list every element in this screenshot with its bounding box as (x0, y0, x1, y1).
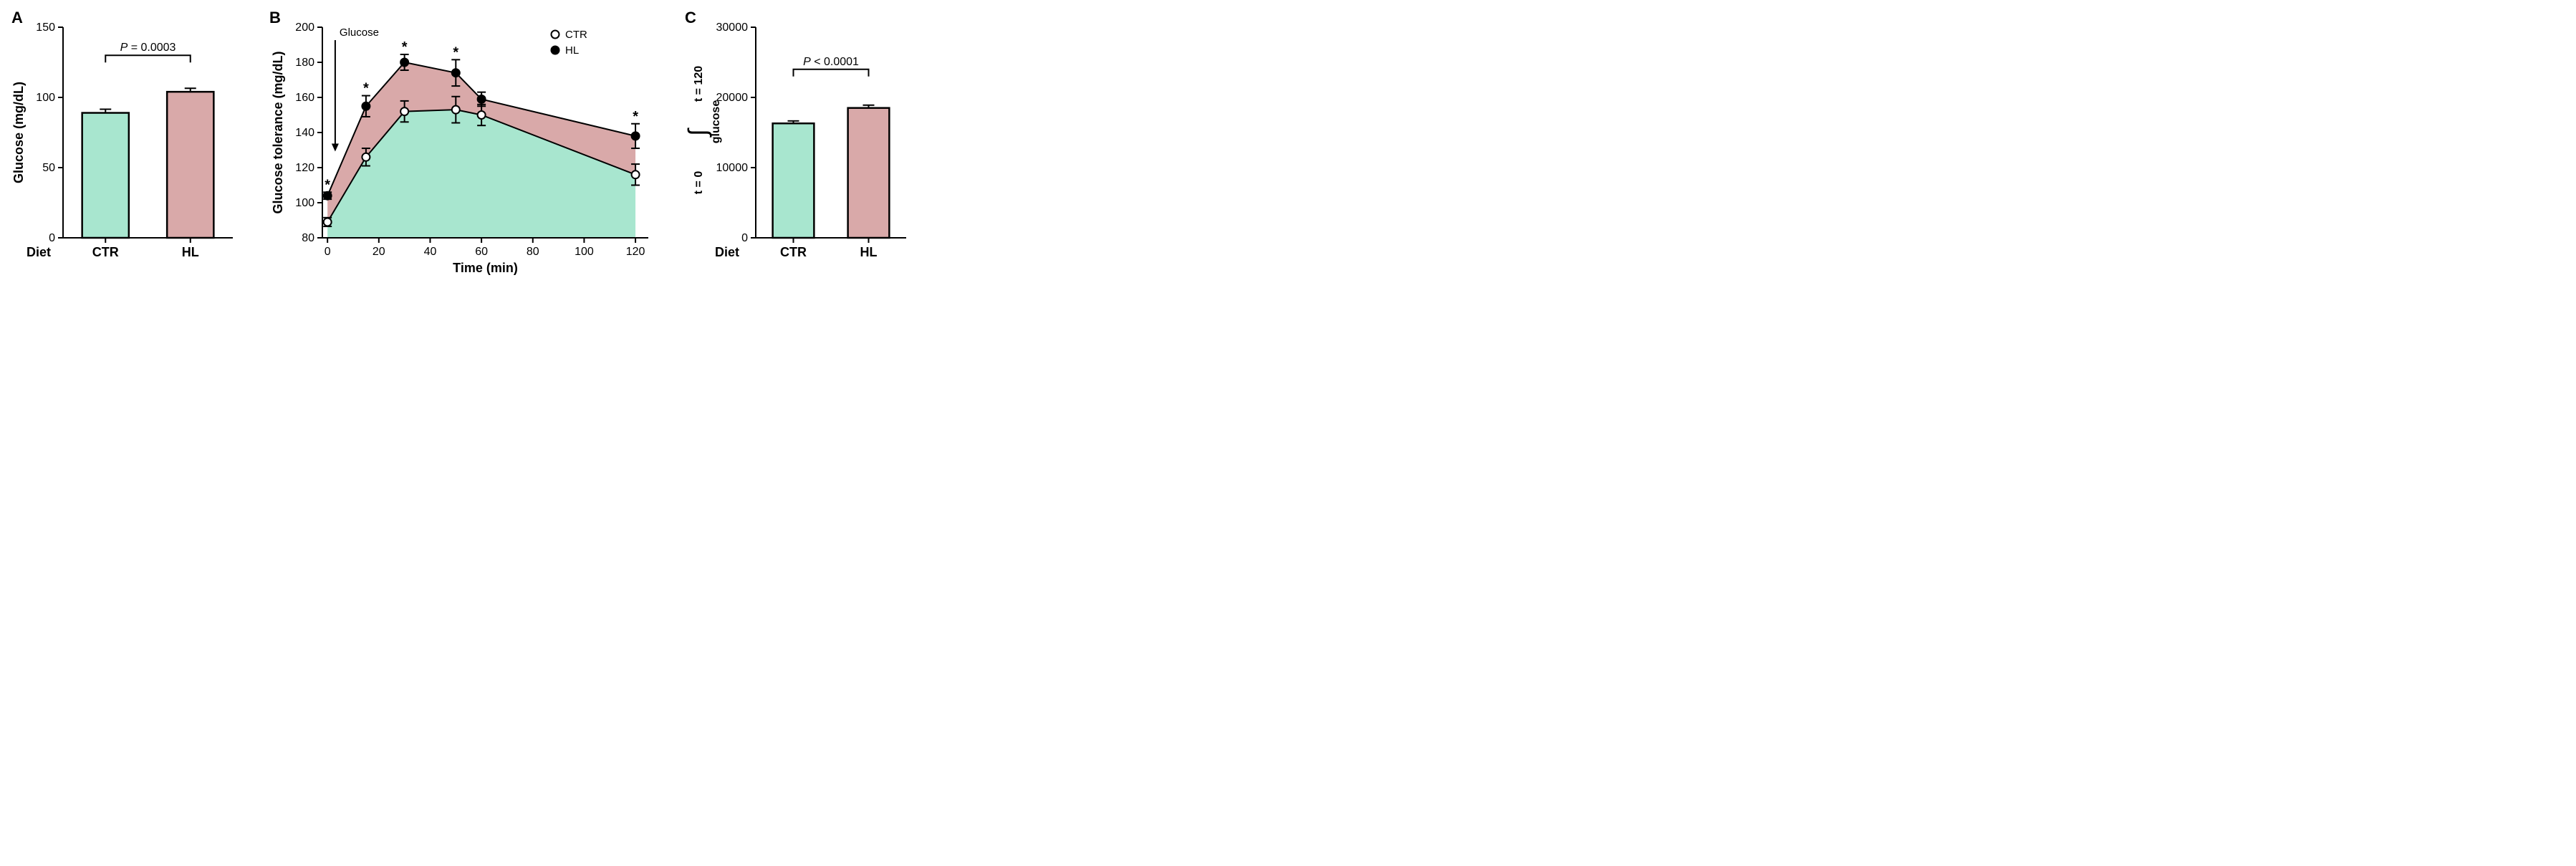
marker (478, 111, 486, 119)
x-tick-label: 100 (575, 246, 594, 258)
legend-ctr: CTR (565, 29, 587, 41)
p-value: P < 0.0001 (803, 56, 859, 68)
panel-c: C0100002000030000t = 0∫t = 120glucoseCTR… (681, 7, 917, 279)
y-tick-label: 120 (295, 162, 314, 174)
legend-marker-ctr (552, 31, 559, 39)
x-tick-label: 0 (325, 246, 331, 258)
marker (452, 106, 460, 114)
x-axis-label: Diet (27, 245, 51, 259)
chart-a-svg: A 0 50 100 150 Glucose (mg/dL) CTR HL Diet P = 0.… (7, 7, 244, 279)
glucose-label: Glucose (340, 27, 379, 39)
y-tick-label: 80 (302, 232, 314, 244)
y-tick-label: 50 (42, 162, 55, 174)
marker (324, 192, 332, 200)
sig-star: * (633, 109, 638, 125)
chart-c-svg: C0100002000030000t = 0∫t = 120glucoseCTR… (681, 7, 917, 279)
marker (632, 132, 640, 140)
category-label: CTR (92, 245, 119, 259)
y-tick-label: 30000 (716, 21, 749, 34)
svg-text:∫: ∫ (683, 128, 712, 138)
panel-label: C (685, 9, 696, 27)
y-tick-label: 10000 (716, 162, 749, 174)
marker (324, 218, 332, 226)
arrow-head (332, 144, 339, 152)
x-axis-label: Diet (715, 245, 739, 259)
marker (478, 95, 486, 103)
y-tick-label: 180 (295, 57, 314, 69)
panel-b: B 80 100 120 140 160 180 200 0 20 40 60 80 100 120 Gluc… (265, 7, 659, 279)
panel-label: B (269, 9, 281, 27)
y-axis-label: Glucose (mg/dL) (11, 82, 26, 183)
marker (632, 170, 640, 178)
category-label: HL (182, 245, 199, 259)
p-value: P = 0.0003 (120, 42, 176, 54)
y-tick-label: 0 (741, 232, 748, 244)
svg-text:glucose: glucose (710, 100, 722, 144)
y-axis-label: Glucose tolerance (mg/dL) (271, 51, 285, 213)
x-axis-label: Time (min) (453, 261, 518, 275)
svg-text:t = 120: t = 120 (693, 66, 705, 102)
y-axis-label: t = 0 ∫ t = 120 glucose (683, 66, 722, 194)
y-tick-label: 100 (36, 92, 55, 104)
sig-star: * (453, 44, 458, 60)
bar (848, 108, 890, 238)
marker (400, 107, 408, 115)
marker (452, 69, 460, 77)
y-tick-label: 0 (49, 232, 55, 244)
bar (82, 113, 129, 238)
y-tick-label: 100 (295, 197, 314, 209)
x-tick-label: 80 (527, 246, 539, 258)
x-tick-label: 120 (626, 246, 645, 258)
marker (400, 59, 408, 67)
sig-star: * (363, 81, 369, 97)
marker (362, 153, 370, 161)
x-tick-label: 40 (424, 246, 437, 258)
bar (773, 123, 814, 238)
svg-text:t = 0: t = 0 (693, 171, 705, 195)
sig-star: * (325, 177, 330, 193)
bar (167, 92, 213, 238)
category-label: HL (860, 245, 878, 259)
panel-label: A (11, 9, 23, 27)
y-tick-label: 140 (295, 127, 314, 139)
y-tick-label: 200 (295, 21, 314, 34)
legend-marker-hl (552, 47, 559, 54)
x-tick-label: 20 (373, 246, 385, 258)
legend-hl: HL (565, 44, 579, 57)
marker (362, 102, 370, 110)
y-tick-label: 160 (295, 92, 314, 104)
x-tick-label: 60 (475, 246, 488, 258)
panel-a: A 0 50 100 150 Glucose (mg/dL) CTR HL Diet P = 0.… (7, 7, 244, 279)
category-label: CTR (780, 245, 807, 259)
y-tick-label: 150 (36, 21, 55, 34)
chart-b-svg: B 80 100 120 140 160 180 200 0 20 40 60 80 100 120 Gluc… (265, 7, 659, 279)
sig-star: * (402, 39, 408, 55)
